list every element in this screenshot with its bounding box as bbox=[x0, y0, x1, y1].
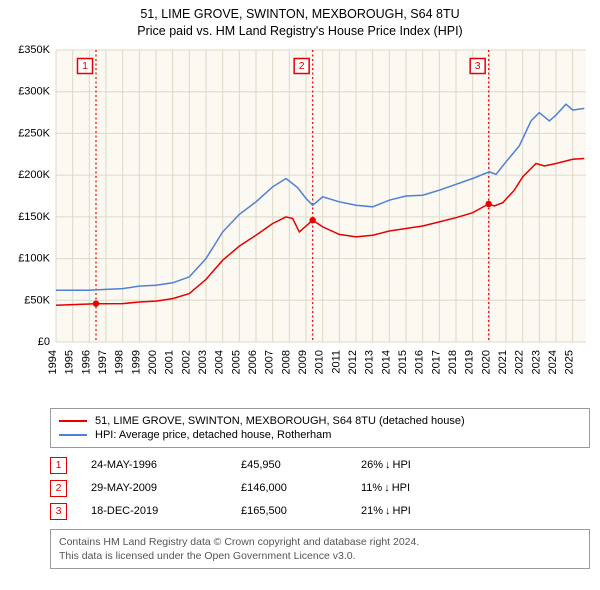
y-tick-label: £200K bbox=[18, 169, 50, 181]
sale-point bbox=[93, 300, 99, 306]
event-row: 3 18-DEC-2019£165,50021%↓ HPI bbox=[50, 500, 590, 523]
title-line-2: Price paid vs. HM Land Registry's House … bbox=[8, 23, 592, 40]
x-tick-label: 2021 bbox=[497, 350, 509, 374]
x-tick-label: 2018 bbox=[447, 350, 459, 374]
legend-swatch bbox=[59, 420, 87, 422]
x-tick-label: 1994 bbox=[47, 350, 59, 374]
x-tick-label: 2025 bbox=[564, 350, 576, 374]
x-tick-label: 2007 bbox=[264, 350, 276, 374]
x-tick-label: 2004 bbox=[214, 350, 226, 374]
event-marker-label: 3 bbox=[475, 60, 481, 72]
y-tick-label: £250K bbox=[18, 127, 50, 139]
down-arrow-icon: ↓ bbox=[384, 482, 390, 494]
x-tick-label: 2020 bbox=[480, 350, 492, 374]
x-tick-label: 2005 bbox=[230, 350, 242, 374]
event-marker-label: 2 bbox=[299, 60, 305, 72]
x-tick-label: 2008 bbox=[280, 350, 292, 374]
y-tick-label: £0 bbox=[38, 336, 50, 348]
x-tick-label: 2012 bbox=[347, 350, 359, 374]
legend-swatch bbox=[59, 434, 87, 436]
event-row: 2 29-MAY-2009£146,00011%↓ HPI bbox=[50, 477, 590, 500]
footer-line-1: Contains HM Land Registry data © Crown c… bbox=[59, 535, 581, 549]
x-tick-label: 1997 bbox=[97, 350, 109, 374]
legend: 51, LIME GROVE, SWINTON, MEXBOROUGH, S64… bbox=[50, 408, 590, 448]
x-tick-label: 2013 bbox=[364, 350, 376, 374]
x-tick-label: 2009 bbox=[297, 350, 309, 374]
chart-title-area: 51, LIME GROVE, SWINTON, MEXBOROUGH, S64… bbox=[0, 0, 600, 42]
attribution-footer: Contains HM Land Registry data © Crown c… bbox=[50, 529, 590, 569]
x-tick-label: 2001 bbox=[164, 350, 176, 374]
y-tick-label: £350K bbox=[18, 44, 50, 56]
event-price: £165,500 bbox=[241, 505, 361, 517]
events-table: 1 24-MAY-1996£45,95026%↓ HPI 2 29-MAY-2009£… bbox=[50, 454, 590, 523]
x-tick-label: 1995 bbox=[64, 350, 76, 374]
event-number-box: 2 bbox=[50, 480, 67, 497]
x-tick-label: 1999 bbox=[130, 350, 142, 374]
legend-label: HPI: Average price, detached house, Roth… bbox=[95, 429, 331, 441]
y-tick-label: £50K bbox=[24, 294, 50, 306]
x-tick-label: 1998 bbox=[114, 350, 126, 374]
legend-label: 51, LIME GROVE, SWINTON, MEXBOROUGH, S64… bbox=[95, 415, 465, 427]
down-arrow-icon: ↓ bbox=[385, 505, 391, 517]
event-date: 29-MAY-2009 bbox=[91, 482, 241, 494]
event-marker-label: 1 bbox=[82, 60, 88, 72]
event-pct-vs-hpi: 11%↓ HPI bbox=[361, 482, 410, 494]
event-pct-vs-hpi: 26%↓ HPI bbox=[361, 459, 411, 471]
event-pct-vs-hpi: 21%↓ HPI bbox=[361, 505, 411, 517]
x-tick-label: 2010 bbox=[314, 350, 326, 374]
x-tick-label: 2014 bbox=[380, 350, 392, 374]
sale-point bbox=[485, 200, 491, 206]
x-tick-label: 2003 bbox=[197, 350, 209, 374]
x-tick-label: 2002 bbox=[180, 350, 192, 374]
x-tick-label: 2016 bbox=[414, 350, 426, 374]
x-tick-label: 2011 bbox=[330, 350, 342, 374]
legend-item: HPI: Average price, detached house, Roth… bbox=[59, 428, 581, 442]
x-tick-label: 2015 bbox=[397, 350, 409, 374]
event-price: £45,950 bbox=[241, 459, 361, 471]
sale-point bbox=[309, 217, 315, 223]
price-chart: £0 £50K £100K £150K £200K £250K £300K £350K 1994… bbox=[0, 42, 600, 402]
event-number-box: 1 bbox=[50, 457, 67, 474]
x-tick-label: 2023 bbox=[530, 350, 542, 374]
x-tick-label: 2022 bbox=[514, 350, 526, 374]
x-tick-label: 2019 bbox=[464, 350, 476, 374]
y-tick-label: £100K bbox=[18, 252, 50, 264]
title-line-1: 51, LIME GROVE, SWINTON, MEXBOROUGH, S64… bbox=[8, 6, 592, 23]
x-tick-label: 2024 bbox=[547, 350, 559, 374]
event-date: 18-DEC-2019 bbox=[91, 505, 241, 517]
chart-area: £0 £50K £100K £150K £200K £250K £300K £350K 1994… bbox=[0, 42, 600, 402]
down-arrow-icon: ↓ bbox=[385, 459, 391, 471]
x-tick-label: 2017 bbox=[430, 350, 442, 374]
legend-item: 51, LIME GROVE, SWINTON, MEXBOROUGH, S64… bbox=[59, 414, 581, 428]
event-date: 24-MAY-1996 bbox=[91, 459, 241, 471]
event-row: 1 24-MAY-1996£45,95026%↓ HPI bbox=[50, 454, 590, 477]
x-tick-label: 2000 bbox=[147, 350, 159, 374]
event-price: £146,000 bbox=[241, 482, 361, 494]
y-tick-label: £150K bbox=[18, 211, 50, 223]
y-tick-label: £300K bbox=[18, 85, 50, 97]
event-number-box: 3 bbox=[50, 503, 67, 520]
x-tick-label: 1996 bbox=[80, 350, 92, 374]
x-tick-label: 2006 bbox=[247, 350, 259, 374]
footer-line-2: This data is licensed under the Open Gov… bbox=[59, 549, 581, 563]
